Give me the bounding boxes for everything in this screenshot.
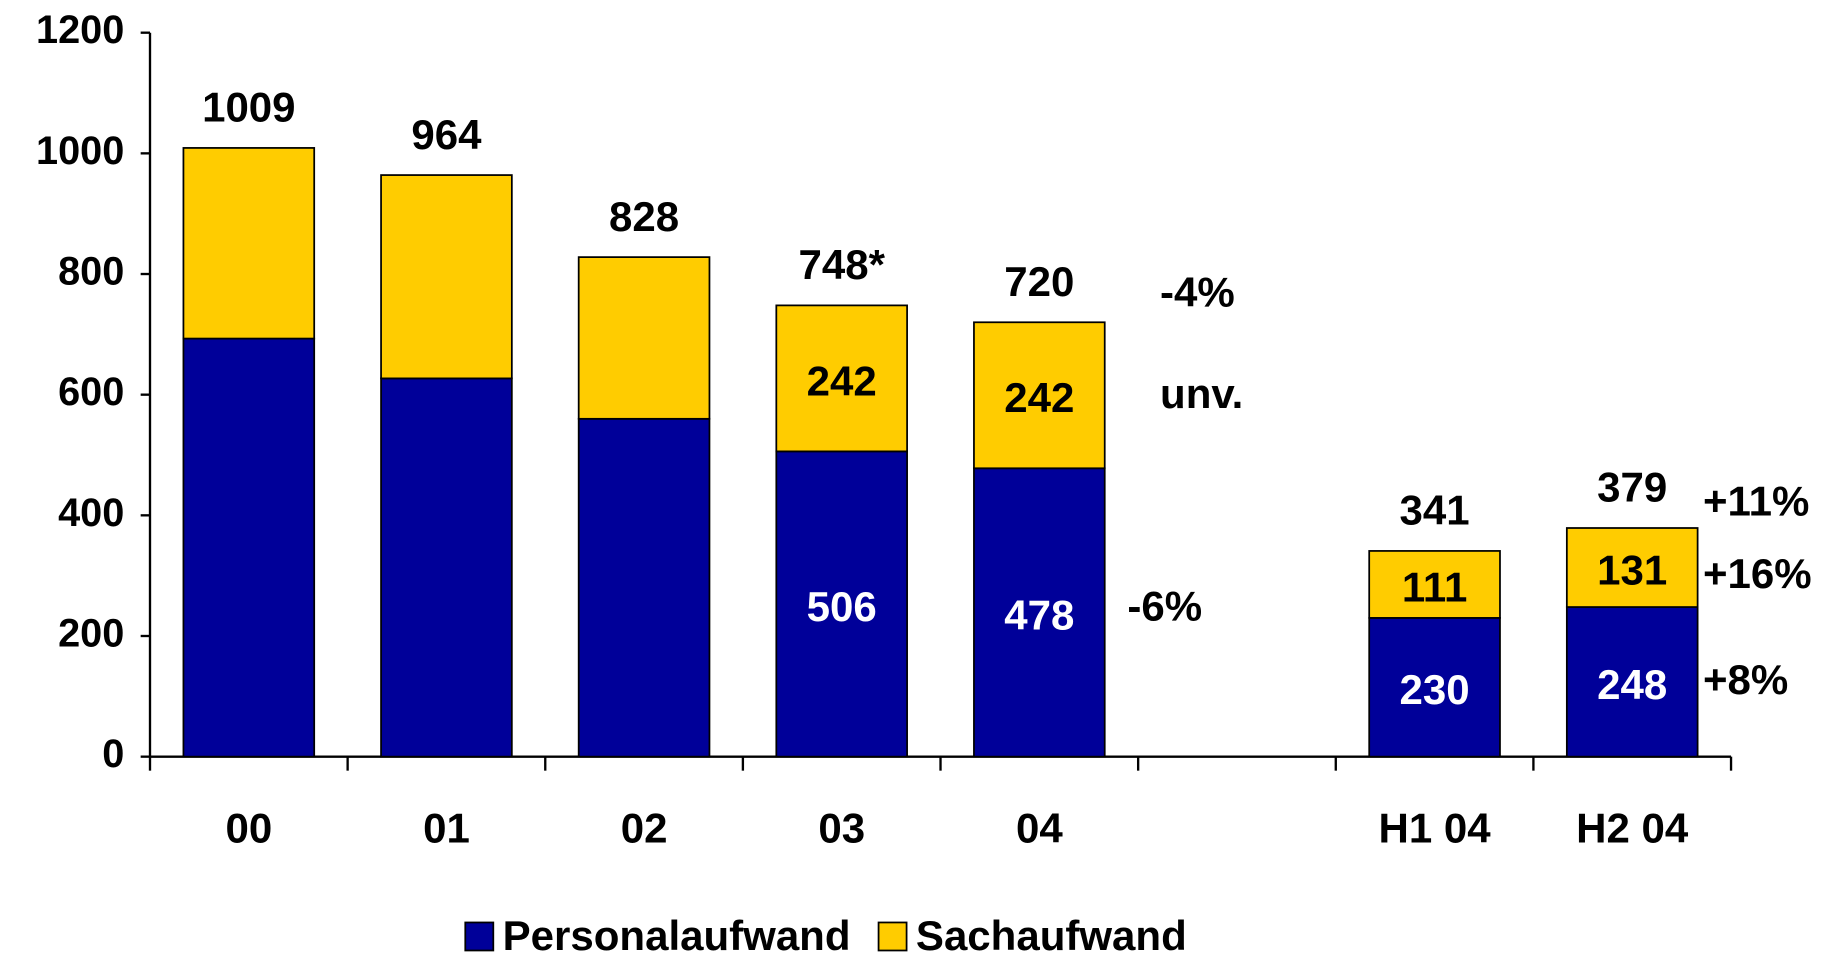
annotation: unv. [1160, 370, 1243, 417]
value-label: 111 [1402, 563, 1467, 610]
total-label: 748* [798, 241, 885, 288]
value-label: 242 [1004, 374, 1074, 421]
y-tick-label: 400 [58, 491, 124, 535]
total-label: 720 [1004, 258, 1074, 305]
annotation: +16% [1703, 550, 1812, 597]
annotation: -6% [1127, 583, 1202, 630]
total-label: 964 [411, 111, 482, 158]
bar-segment [380, 377, 513, 758]
bar-segment [577, 256, 711, 420]
bar-segment [577, 417, 711, 758]
y-tick-label: 200 [58, 611, 124, 655]
bar-segment [775, 304, 908, 453]
bar-segment [182, 147, 316, 340]
value-label: 242 [807, 357, 877, 404]
x-tick-label: 04 [1016, 804, 1063, 851]
legend-label: Personalaufwand [503, 912, 851, 959]
total-label: 1009 [202, 84, 295, 131]
bar-segment [182, 337, 316, 758]
x-tick-label: H1 04 [1379, 804, 1492, 851]
value-label: 248 [1597, 661, 1667, 708]
y-tick-label: 1200 [36, 8, 124, 52]
value-label: 230 [1400, 666, 1470, 713]
annotation: +8% [1703, 656, 1788, 703]
x-tick-label: H2 04 [1576, 804, 1689, 851]
total-label: 379 [1597, 464, 1667, 511]
x-tick-label: 02 [621, 804, 668, 851]
legend-label: Sachaufwand [916, 912, 1187, 959]
annotation: +11% [1703, 478, 1809, 525]
bar-segment [1368, 617, 1501, 758]
y-tick-label: 800 [58, 249, 124, 293]
y-tick-label: 0 [102, 732, 124, 776]
bar-segment [1368, 550, 1501, 619]
legend-swatch [877, 921, 908, 952]
x-tick-label: 00 [225, 804, 272, 851]
total-label: 828 [609, 193, 679, 240]
value-label: 506 [807, 583, 877, 630]
bar-segment [380, 174, 513, 380]
bar-segment [973, 321, 1106, 470]
value-label: 131 [1597, 546, 1667, 593]
bar-segment [1565, 527, 1699, 608]
total-label: 341 [1400, 487, 1470, 534]
y-tick-label: 600 [58, 370, 124, 414]
annotation: -4% [1160, 269, 1235, 316]
value-label: 478 [1004, 591, 1074, 638]
bar-segment [1565, 606, 1699, 758]
y-tick-label: 1000 [36, 129, 124, 173]
x-tick-label: 01 [423, 804, 470, 851]
legend-swatch [464, 921, 495, 952]
x-tick-label: 03 [818, 804, 865, 851]
